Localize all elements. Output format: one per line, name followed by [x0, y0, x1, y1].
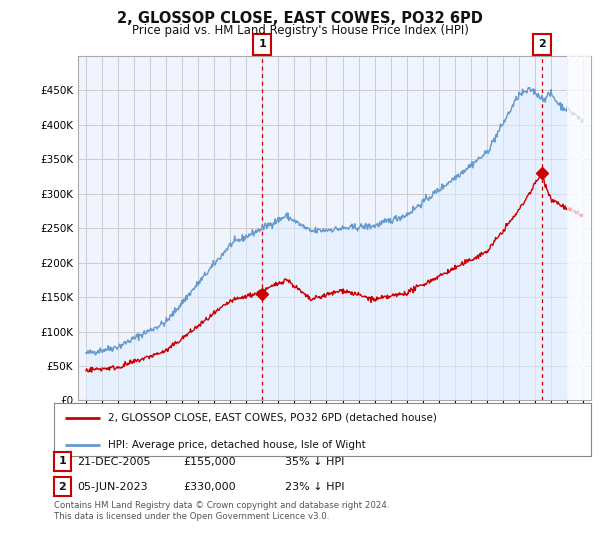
Text: 1: 1	[59, 456, 66, 466]
Text: £155,000: £155,000	[183, 457, 236, 467]
Text: Contains HM Land Registry data © Crown copyright and database right 2024.
This d: Contains HM Land Registry data © Crown c…	[54, 501, 389, 521]
Text: 2: 2	[59, 482, 66, 492]
Text: 2, GLOSSOP CLOSE, EAST COWES, PO32 6PD (detached house): 2, GLOSSOP CLOSE, EAST COWES, PO32 6PD (…	[108, 413, 437, 423]
Text: 2, GLOSSOP CLOSE, EAST COWES, PO32 6PD: 2, GLOSSOP CLOSE, EAST COWES, PO32 6PD	[117, 11, 483, 26]
Text: 2: 2	[538, 39, 545, 49]
Text: HPI: Average price, detached house, Isle of Wight: HPI: Average price, detached house, Isle…	[108, 440, 365, 450]
Text: £330,000: £330,000	[183, 482, 236, 492]
Text: 35% ↓ HPI: 35% ↓ HPI	[285, 457, 344, 467]
Text: 23% ↓ HPI: 23% ↓ HPI	[285, 482, 344, 492]
Text: Price paid vs. HM Land Registry's House Price Index (HPI): Price paid vs. HM Land Registry's House …	[131, 24, 469, 37]
Text: 05-JUN-2023: 05-JUN-2023	[77, 482, 148, 492]
Text: 21-DEC-2005: 21-DEC-2005	[77, 457, 151, 467]
Text: 1: 1	[259, 39, 266, 49]
